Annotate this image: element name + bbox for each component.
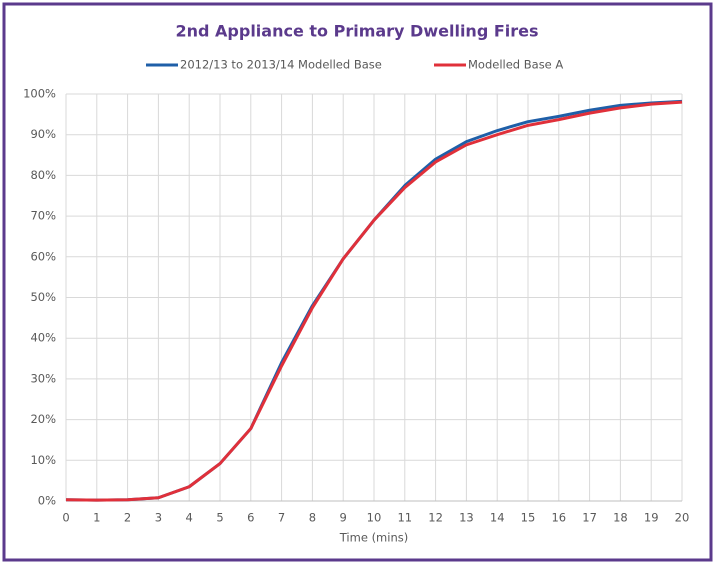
y-tick-label: 20% [30, 412, 56, 426]
x-tick-label: 7 [278, 511, 285, 525]
y-tick-label: 50% [30, 290, 56, 304]
x-tick-label: 20 [675, 511, 690, 525]
x-tick-label: 18 [613, 511, 628, 525]
x-tick-label: 8 [309, 511, 316, 525]
x-tick-label: 10 [367, 511, 382, 525]
x-axis-label: Time (mins) [339, 531, 408, 545]
legend-label: 2012/13 to 2013/14 Modelled Base [180, 58, 382, 72]
y-tick-label: 10% [30, 453, 56, 467]
y-tick-label: 30% [30, 371, 56, 385]
x-tick-label: 17 [582, 511, 597, 525]
y-tick-label: 60% [30, 249, 56, 263]
x-tick-label: 16 [551, 511, 566, 525]
y-tick-label: 80% [30, 168, 56, 182]
chart-title: 2nd Appliance to Primary Dwelling Fires [175, 22, 538, 41]
y-tick-label: 40% [30, 331, 56, 345]
x-tick-label: 6 [247, 511, 254, 525]
legend-label: Modelled Base A [468, 58, 563, 72]
x-tick-label: 9 [340, 511, 347, 525]
y-tick-label: 100% [23, 87, 56, 101]
x-tick-label: 2 [124, 511, 131, 525]
x-tick-label: 14 [490, 511, 505, 525]
x-tick-label: 13 [459, 511, 474, 525]
y-tick-label: 70% [30, 209, 56, 223]
x-tick-label: 3 [155, 511, 162, 525]
x-tick-label: 0 [62, 511, 69, 525]
x-tick-label: 12 [428, 511, 443, 525]
y-tick-label: 0% [38, 494, 56, 508]
x-tick-label: 1 [93, 511, 100, 525]
x-tick-label: 5 [216, 511, 223, 525]
x-tick-label: 11 [397, 511, 412, 525]
series-line [65, 100, 683, 502]
x-tick-label: 15 [521, 511, 536, 525]
x-tick-label: 4 [186, 511, 193, 525]
y-tick-label: 90% [30, 127, 56, 141]
x-tick-label: 19 [644, 511, 659, 525]
